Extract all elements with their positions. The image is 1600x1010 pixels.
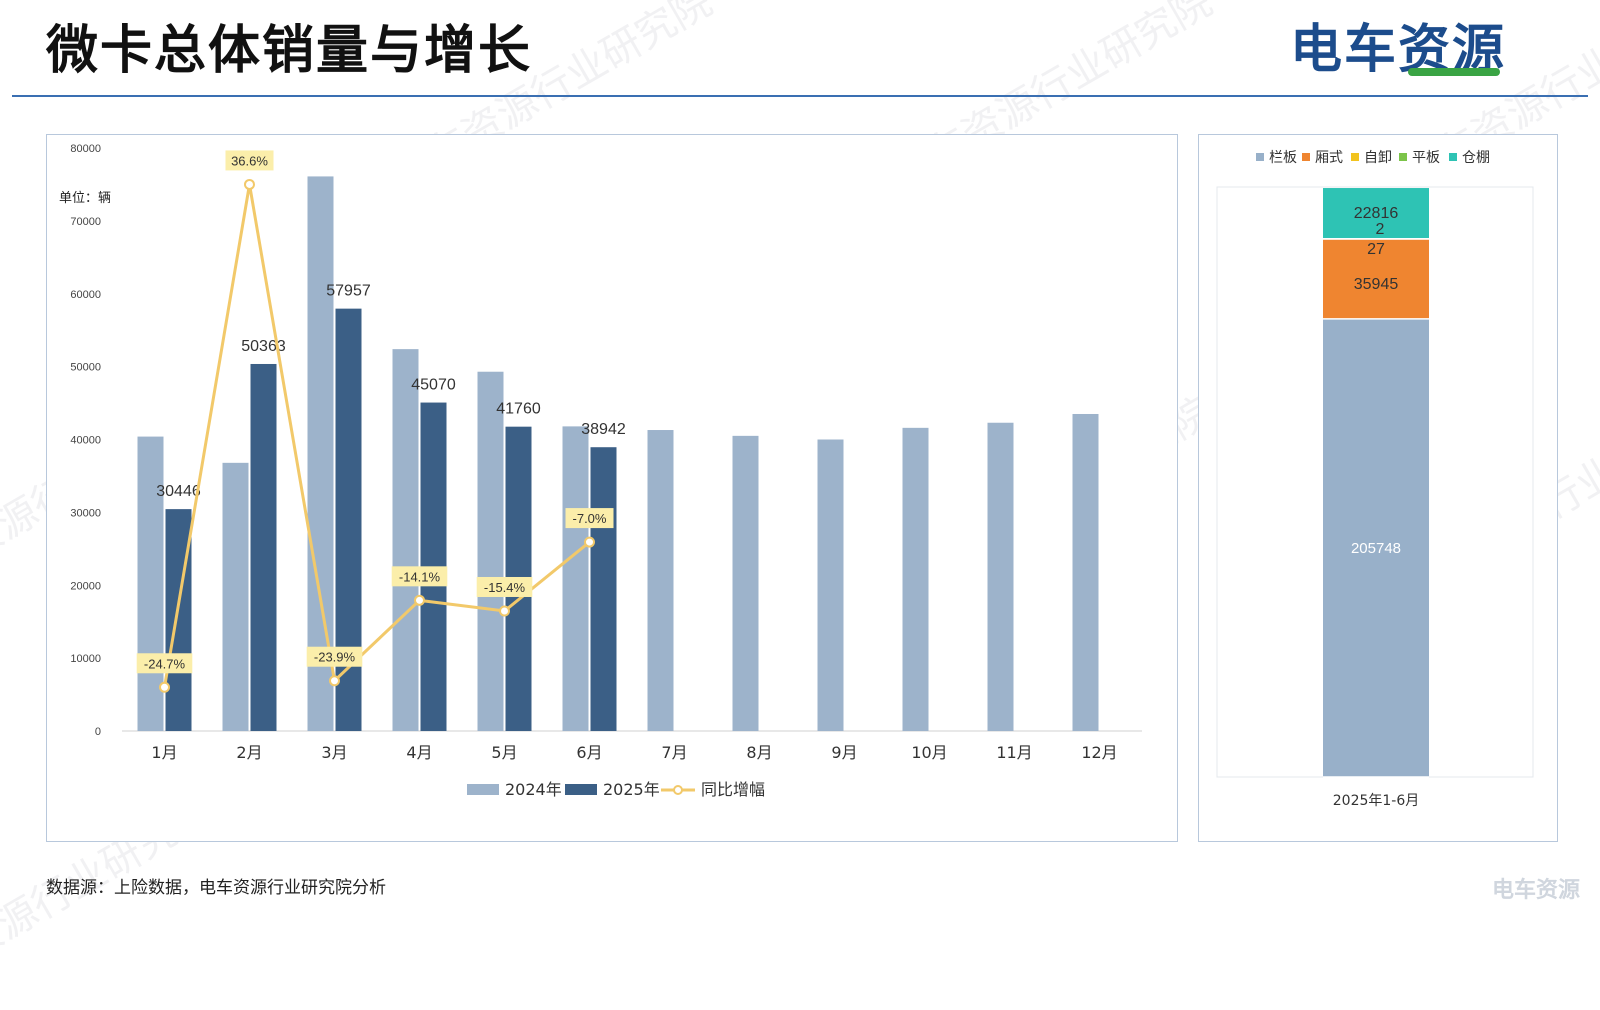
x-tick-label: 4月 — [406, 743, 432, 762]
legend-label: 栏板 — [1269, 150, 1297, 166]
stack-data-label: 22816 — [1354, 205, 1399, 222]
y-tick-label: 30000 — [70, 507, 101, 519]
bar-2024 — [392, 349, 419, 731]
growth-point — [159, 681, 170, 693]
x-tick-label: 3月 — [321, 743, 347, 762]
legend-label-growth: 同比增幅 — [701, 780, 765, 799]
y-tick-label: 60000 — [70, 289, 101, 301]
growth-point — [329, 675, 340, 687]
growth-point — [584, 536, 595, 548]
legend-label: 仓棚 — [1462, 150, 1490, 166]
bar-2025-data-label: 30446 — [156, 483, 201, 500]
stack-data-label: 205748 — [1351, 540, 1401, 557]
legend-label: 平板 — [1412, 150, 1440, 166]
data-source-note: 数据源：上险数据，电车资源行业研究院分析 — [46, 878, 386, 898]
legend-swatch-2025 — [565, 784, 597, 795]
y-tick-label: 0 — [95, 726, 101, 738]
monthly-sales-chart: 0 10000 20000 30000 40000 50000 60000 70000 8000… — [59, 143, 1142, 799]
bar-2024 — [1072, 413, 1099, 731]
bar-2024 — [562, 426, 589, 731]
growth-line — [163, 184, 591, 688]
growth-label-bg — [225, 150, 274, 171]
page-title: 微卡总体销量与增长 — [46, 21, 533, 81]
logo-car-icon — [1408, 68, 1500, 76]
legend-label-2024: 2024年 — [505, 780, 562, 799]
growth-data-label: -14.1% — [399, 569, 441, 584]
legend-label: 厢式 — [1315, 150, 1343, 166]
y-tick-label: 50000 — [70, 362, 101, 374]
bar-2024 — [307, 176, 334, 731]
x-tick-label: 8月 — [746, 743, 772, 762]
bar-2025-data-label: 41760 — [496, 401, 541, 418]
growth-point — [244, 178, 255, 190]
legend-swatch-4 — [1449, 153, 1457, 161]
legend-swatch-3 — [1399, 153, 1407, 161]
x-tick-label: 2月 — [236, 743, 262, 762]
growth-point — [414, 594, 425, 606]
growth-label-bg — [306, 646, 363, 667]
y-tick-label: 80000 — [70, 143, 101, 155]
stack-segment-4 — [1323, 188, 1429, 239]
bar-2024 — [137, 436, 164, 731]
bar-2024 — [902, 427, 929, 731]
growth-data-label: 36.6% — [231, 153, 268, 168]
legend-swatch-2 — [1351, 153, 1359, 161]
corner-watermark: 电车资源 — [1492, 878, 1581, 903]
legend-label-2025: 2025年 — [603, 780, 660, 799]
growth-point — [499, 605, 510, 617]
monthly-sales-chart-panel: 0 10000 20000 30000 40000 50000 60000 70000 8000… — [46, 134, 1178, 842]
x-tick-label: 7月 — [661, 743, 687, 762]
x-tick-label: 12月 — [1081, 743, 1117, 762]
stack-data-label: 35945 — [1354, 276, 1399, 293]
bar-2024 — [817, 439, 844, 731]
x-tick-label: 10月 — [911, 743, 947, 762]
x-tick-label: 6月 — [576, 743, 602, 762]
bar-2024 — [477, 371, 504, 731]
growth-data-label: -15.4% — [484, 580, 526, 595]
growth-data-label: -7.0% — [573, 511, 607, 526]
bar-2025-data-label: 45070 — [411, 377, 456, 394]
growth-label-bg — [391, 566, 448, 587]
bar-2024 — [222, 462, 249, 731]
bar-2024 — [987, 422, 1014, 731]
legend-swatch-0 — [1256, 153, 1264, 161]
header-divider — [12, 95, 1588, 97]
growth-label-bg — [565, 508, 614, 529]
bar-2024 — [647, 430, 674, 731]
bar-2025-data-label: 57957 — [326, 283, 371, 300]
x-tick-label: 2025年1-6月 — [1333, 793, 1420, 809]
bar-2024 — [732, 435, 759, 731]
y-tick-label: 70000 — [70, 216, 101, 228]
stack-segment-1 — [1323, 238, 1429, 319]
growth-label-bg — [136, 653, 193, 674]
y-tick-label: 10000 — [70, 653, 101, 665]
stack-data-label: 2 — [1376, 221, 1385, 238]
body-type-chart-panel: 栏板 厢式 自卸 平板 仓棚 205748 35945 27 2 22816 2025年1-6月 — [1198, 134, 1558, 842]
brand-logo: 电车资源 — [1290, 18, 1530, 82]
growth-data-label: -24.7% — [144, 656, 186, 671]
bar-2025-data-label: 38942 — [581, 421, 626, 438]
x-tick-label: 1月 — [151, 743, 177, 762]
stack-data-label: 27 — [1367, 241, 1385, 258]
bar-2025-data-label: 50363 — [241, 338, 286, 355]
x-tick-label: 5月 — [491, 743, 517, 762]
y-tick-label: 20000 — [70, 580, 101, 592]
x-tick-label: 11月 — [996, 743, 1032, 762]
y-tick-label: 40000 — [70, 435, 101, 447]
x-tick-label: 9月 — [831, 743, 857, 762]
unit-label: 单位：辆 — [59, 191, 111, 206]
growth-data-label: -23.9% — [314, 650, 356, 665]
stack-segment-0 — [1323, 318, 1429, 777]
growth-label-bg — [476, 576, 533, 597]
legend-label: 自卸 — [1364, 150, 1392, 166]
bar-2025 — [250, 363, 277, 731]
bar-2025 — [590, 447, 617, 731]
legend-swatch-2024 — [467, 784, 499, 795]
legend-swatch-1 — [1302, 153, 1310, 161]
legend-marker-growth — [673, 785, 683, 795]
